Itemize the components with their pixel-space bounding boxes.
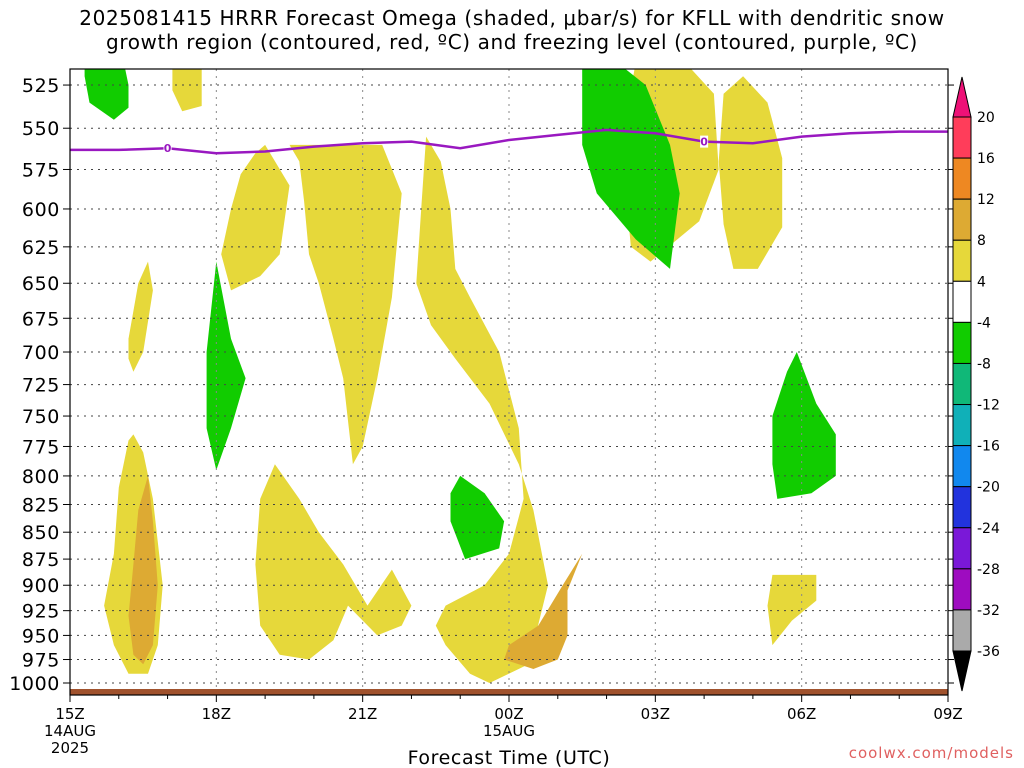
y-tick-label-750: 750 [22, 406, 60, 428]
colorbar-label-13: -32 [977, 603, 1000, 619]
y-tick-label-975: 975 [22, 650, 60, 672]
omega-region-9 [255, 464, 412, 660]
colorbar-label-7: -8 [977, 356, 991, 372]
omega-region-15 [206, 261, 246, 471]
y-tick-label-600: 600 [22, 199, 60, 221]
colorbar: 20 16 12 8 4 -4 -8 -12 -16 -20 -24 -28 -32 -36 [952, 76, 1000, 692]
freezing-level-label-1: 0 [164, 142, 172, 155]
colorbar-label-1: 20 [977, 110, 995, 126]
freezing-level-label-bg-1 [163, 142, 172, 155]
colorbar-swatch-13 [952, 609, 972, 652]
x-tick-label-03Z: 03Z [641, 705, 670, 723]
colorbar-swatch-12 [952, 568, 972, 611]
colorbar-label-6: -4 [977, 315, 991, 331]
x-tick-label-00Z: 00Z [494, 705, 523, 723]
y-tick-label-725: 725 [22, 375, 60, 397]
colorbar-label-8: -12 [977, 398, 1000, 414]
colorbar-swatch-4 [952, 239, 972, 282]
omega-region-4 [128, 261, 153, 372]
y-tick-label-1000: 1000 [9, 673, 60, 695]
omega-region-3 [718, 76, 783, 269]
chart-title-line-2: growth region (contoured, red, ºC) and f… [106, 30, 918, 54]
y-tick-label-925: 925 [22, 601, 60, 623]
colorbar-swatch-6 [952, 321, 972, 364]
omega-region-5 [250, 144, 402, 465]
omega-region-12 [504, 553, 583, 669]
y-tick-label-900: 900 [22, 575, 60, 597]
y-tick-label-950: 950 [22, 625, 60, 647]
colorbar-swatch-7 [952, 362, 972, 406]
colorbar-swatch-8 [952, 404, 972, 447]
x-axis-label: Forecast Time (UTC) [408, 747, 611, 768]
source-credit: coolwx.com/models [848, 744, 1014, 762]
y-tick-label-575: 575 [22, 159, 60, 181]
y-tick-label-775: 775 [22, 436, 60, 458]
surface-band [70, 689, 948, 695]
gridlines [70, 69, 948, 695]
freezing-level-contour: 00 [70, 128, 948, 155]
colorbar-label-3: 12 [977, 192, 995, 208]
y-axis: 525 550 575 600 625 650 675 700 725 750 775 800 825 8… [9, 75, 954, 695]
y-tick-label-700: 700 [22, 342, 60, 364]
y-tick-label-525: 525 [22, 75, 60, 97]
y-tick-label-800: 800 [22, 466, 60, 488]
colorbar-label-10: -20 [977, 480, 1000, 496]
colorbar-swatch-10 [952, 486, 972, 529]
colorbar-swatch-11 [952, 527, 972, 570]
colorbar-swatch-3 [952, 198, 972, 241]
omega-region-11 [128, 475, 158, 665]
x-tick-sublabel-00Z-1: 15AUG [483, 722, 535, 740]
freezing-level-label-2: 0 [700, 136, 708, 149]
ground-surface [70, 689, 948, 695]
colorbar-swatch-9 [952, 445, 972, 488]
y-tick-label-875: 875 [22, 549, 60, 571]
x-tick-label-06Z: 06Z [787, 705, 816, 723]
colorbar-label-11: -24 [977, 521, 1000, 537]
colorbar-swatch-2 [952, 157, 972, 200]
omega-region-13 [84, 69, 129, 120]
x-tick-sublabel-15Z-1: 14AUG [44, 722, 96, 740]
x-tick-label-18Z: 18Z [202, 705, 231, 723]
omega-region-16 [772, 352, 836, 499]
colorbar-swatch-5 [952, 280, 972, 323]
x-tick-label-15Z: 15Z [55, 705, 84, 723]
colorbar-label-2: 16 [977, 151, 995, 167]
y-tick-label-550: 550 [22, 118, 60, 140]
y-tick-label-625: 625 [22, 237, 60, 259]
y-tick-label-650: 650 [22, 273, 60, 295]
colorbar-swatch-1 [952, 116, 972, 159]
omega-region-7 [416, 136, 548, 684]
colorbar-label-12: -28 [977, 562, 1000, 578]
omega-region-1 [172, 69, 202, 112]
x-tick-label-09Z: 09Z [933, 705, 962, 723]
colorbar-label-9: -16 [977, 439, 1000, 455]
colorbar-label-14: -36 [977, 644, 1000, 660]
colorbar-label-5: 4 [977, 274, 986, 290]
freezing-level-label-bg-2 [700, 135, 709, 148]
omega-region-17 [450, 475, 505, 560]
chart-title-line-1: 2025081415 HRRR Forecast Omega (shaded, … [79, 6, 945, 30]
x-tick-sublabel-15Z-2: 2025 [51, 739, 89, 757]
y-tick-label-850: 850 [22, 522, 60, 544]
colorbar-label-4: 8 [977, 233, 986, 249]
x-tick-label-21Z: 21Z [348, 705, 377, 723]
y-tick-label-825: 825 [22, 494, 60, 516]
colorbar-top-arrow [952, 76, 972, 118]
colorbar-bottom-arrow [952, 650, 972, 692]
omega-region-6 [221, 144, 290, 291]
freezing-level-line [70, 128, 948, 155]
omega-shaded-regions [84, 69, 836, 684]
chart-title: 2025081415 HRRR Forecast Omega (shaded, … [0, 6, 1024, 54]
omega-region-10 [767, 574, 817, 646]
y-tick-label-675: 675 [22, 308, 60, 330]
